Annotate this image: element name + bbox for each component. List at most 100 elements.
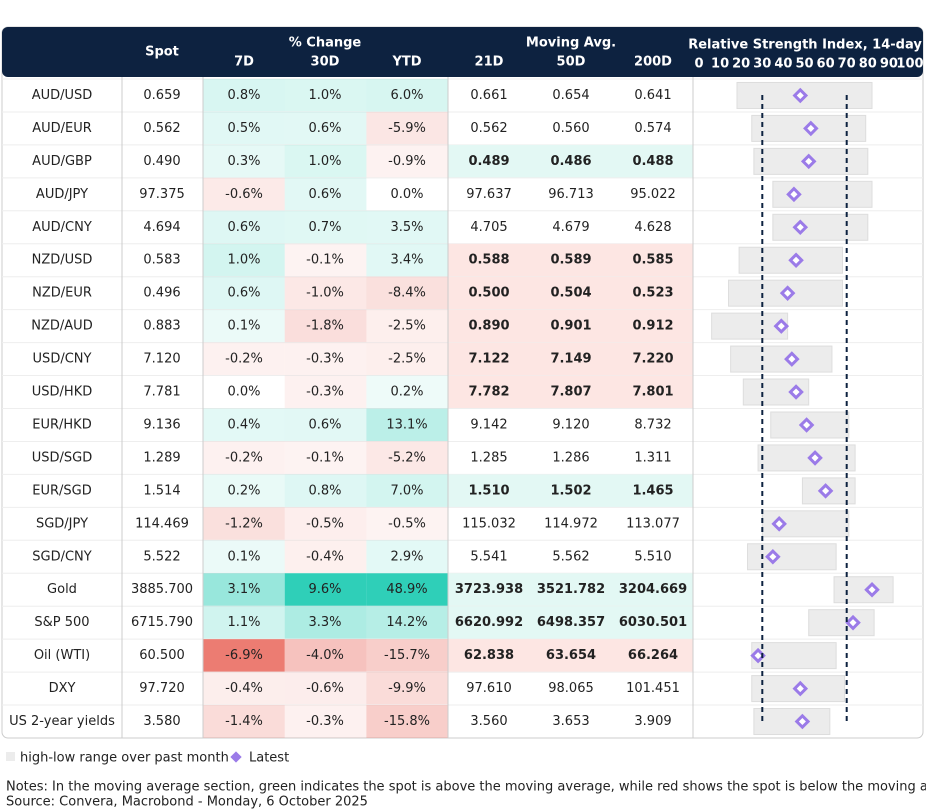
change-value: 0.4% <box>227 417 260 432</box>
change-cell <box>366 672 449 706</box>
ma-value: 95.022 <box>630 187 676 202</box>
rsi-tick-label: 60 <box>817 57 835 72</box>
header-ma: Moving Avg. <box>526 36 616 51</box>
rsi-latest <box>845 614 861 631</box>
header-col: 50D <box>557 55 586 70</box>
change-value: -0.9% <box>388 154 426 169</box>
ma-highlight <box>448 243 693 277</box>
change-cell <box>366 210 449 244</box>
ma-value: 0.588 <box>468 253 509 268</box>
ma-value: 5.510 <box>634 549 671 564</box>
change-cell <box>284 177 367 211</box>
change-cell <box>366 573 449 607</box>
change-value: -6.9% <box>225 648 263 663</box>
ma-value: 7.122 <box>468 352 509 367</box>
ma-value: 9.142 <box>470 417 507 432</box>
ma-highlight <box>448 474 693 508</box>
change-value: 0.1% <box>227 319 260 334</box>
change-value: 3.4% <box>390 253 423 268</box>
change-cell <box>284 573 367 607</box>
row-label: EUR/HKD <box>32 417 91 432</box>
rsi-latest <box>803 120 819 137</box>
change-value: -0.3% <box>306 714 344 729</box>
ma-highlight <box>448 309 693 343</box>
rsi-range <box>772 213 869 241</box>
rsi-tick-label: 30 <box>753 57 771 72</box>
ma-value: 1.465 <box>632 483 673 498</box>
change-cell <box>284 639 367 673</box>
change-value: 1.1% <box>227 615 260 630</box>
ma-value: 66.264 <box>628 648 678 663</box>
change-cell <box>203 672 285 706</box>
spot: 6715.790 <box>131 615 193 630</box>
change-value: -9.9% <box>388 681 426 696</box>
ma-value: 62.838 <box>464 648 514 663</box>
rsi-latest <box>792 219 809 236</box>
ma-value: 115.032 <box>462 516 516 531</box>
ma-value: 97.610 <box>466 681 512 696</box>
ma-value: 96.713 <box>548 187 594 202</box>
ma-value: 7.149 <box>550 352 591 367</box>
ma-value: 0.504 <box>550 286 591 301</box>
ma-value: 5.562 <box>552 549 589 564</box>
ma-value: 3.653 <box>552 714 589 729</box>
change-cell <box>203 705 285 738</box>
change-cell <box>284 474 367 508</box>
ma-value: 7.807 <box>550 385 591 400</box>
change-cell <box>366 606 449 640</box>
change-value: -1.0% <box>306 286 344 301</box>
row-label: S&P 500 <box>34 615 89 630</box>
ma-value: 1.311 <box>634 450 671 465</box>
ma-value: 0.890 <box>468 319 509 334</box>
change-value: -0.1% <box>306 253 344 268</box>
header-col: 200D <box>634 55 672 70</box>
row-label: NZD/AUD <box>31 319 92 334</box>
change-cell <box>284 507 367 541</box>
change-value: 48.9% <box>386 582 427 597</box>
ma-value: 6030.501 <box>619 615 687 630</box>
rsi-latest <box>817 483 834 499</box>
change-cell <box>203 441 285 475</box>
row-label: USD/HKD <box>32 385 92 400</box>
spot: 97.375 <box>139 187 185 202</box>
change-value: 0.6% <box>308 417 341 432</box>
legend-range-swatch <box>6 752 15 761</box>
ma-value: 7.782 <box>468 385 509 400</box>
spot: 7.120 <box>143 352 180 367</box>
ma-value: 3521.782 <box>537 582 605 597</box>
row-label: SGD/CNY <box>32 549 92 564</box>
rsi-latest <box>792 87 809 104</box>
rsi-tick-label: 50 <box>795 57 813 72</box>
ma-value: 101.451 <box>626 681 680 696</box>
rsi-latest <box>784 351 800 367</box>
change-cell <box>203 474 285 508</box>
ma-highlight <box>448 144 693 178</box>
legend-latest: Latest <box>249 751 289 766</box>
rsi-tick-label: 40 <box>774 57 792 72</box>
change-cell <box>284 375 367 409</box>
change-value: 0.0% <box>390 187 423 202</box>
change-value: -2.5% <box>388 319 426 334</box>
change-value: -4.0% <box>306 648 344 663</box>
change-value: -0.2% <box>225 450 263 465</box>
change-cell <box>203 408 285 442</box>
change-cell <box>203 111 285 145</box>
change-cell <box>284 540 367 574</box>
legend-range: high-low range over past month <box>20 751 229 766</box>
spot: 97.720 <box>139 681 185 696</box>
change-value: -1.8% <box>306 319 344 334</box>
change-cell <box>366 507 449 541</box>
ma-value: 3.909 <box>634 714 671 729</box>
ma-value: 0.585 <box>632 253 673 268</box>
ma-value: 0.661 <box>470 88 507 103</box>
source: Source: Convera, Macrobond - Monday, 6 O… <box>6 795 368 810</box>
ma-value: 1.286 <box>552 450 589 465</box>
change-cell <box>284 705 367 738</box>
rsi-range <box>753 708 831 736</box>
spot: 0.659 <box>143 88 180 103</box>
spot: 0.496 <box>143 286 180 301</box>
change-value: 13.1% <box>386 417 427 432</box>
ma-value: 0.489 <box>468 154 509 169</box>
ma-value: 0.641 <box>634 88 671 103</box>
